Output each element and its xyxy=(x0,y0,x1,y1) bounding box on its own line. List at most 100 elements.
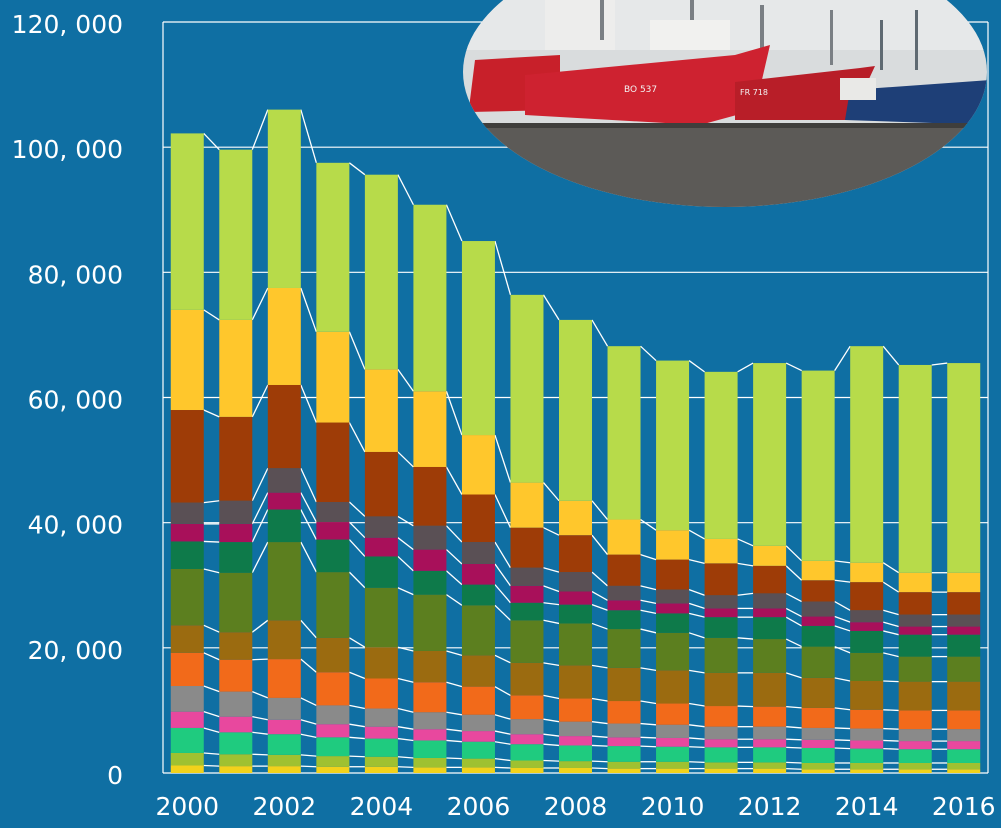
bar-segment xyxy=(801,677,835,708)
series-connector-line xyxy=(737,538,754,547)
bar-segment xyxy=(219,523,253,543)
series-connector-line xyxy=(543,718,560,723)
bar-segment xyxy=(413,570,447,595)
bar-segment xyxy=(461,731,495,742)
series-connector-line xyxy=(494,563,512,587)
series-connector-line xyxy=(251,509,269,543)
series-connector-line xyxy=(494,434,512,483)
bar-segment xyxy=(801,727,835,740)
series-connector-line xyxy=(300,287,317,333)
bar-segment xyxy=(656,530,690,560)
bar-segment xyxy=(898,572,932,593)
bar-segment xyxy=(316,539,350,573)
bar-segment xyxy=(607,761,641,769)
series-connector-line xyxy=(397,537,414,551)
bar-segment xyxy=(267,468,301,493)
series-connector-line xyxy=(834,600,851,611)
series-connector-line xyxy=(494,654,511,664)
bar-segment xyxy=(461,741,495,759)
bar-segment xyxy=(316,422,350,503)
bar-segment xyxy=(607,737,641,747)
bar-segment xyxy=(316,724,350,738)
bar-segment xyxy=(656,703,690,725)
series-connector-line xyxy=(397,451,414,468)
series-connector-line xyxy=(786,706,802,709)
bar-segment xyxy=(559,698,592,722)
bar-segment xyxy=(704,706,738,727)
x-tick-label: 2016 xyxy=(932,792,996,821)
x-tick-label: 2004 xyxy=(350,792,414,821)
bar-segment xyxy=(413,767,447,773)
bar-segment xyxy=(850,681,884,710)
series-connector-line xyxy=(252,716,268,721)
bar-segment xyxy=(267,697,301,720)
bar-segment xyxy=(898,634,932,657)
series-connector-line xyxy=(689,761,705,764)
bar-segment xyxy=(267,492,301,510)
bar-segment xyxy=(947,681,981,711)
bar-segment xyxy=(170,523,204,542)
bar-segment xyxy=(219,691,253,717)
bar-segment xyxy=(316,737,350,757)
bar-segment xyxy=(704,371,738,539)
series-connector-line xyxy=(203,652,220,661)
series-connector-line xyxy=(397,555,414,572)
series-connector-line xyxy=(591,622,608,630)
bar-segment xyxy=(364,678,398,709)
bar-segment xyxy=(947,656,981,682)
series-connector-line xyxy=(397,174,414,206)
series-connector-line xyxy=(688,602,705,610)
bar-segment xyxy=(267,734,301,755)
series-connector-line xyxy=(786,746,802,749)
bar-segment xyxy=(461,686,495,715)
bar-segment xyxy=(219,542,253,573)
series-connector-line xyxy=(203,309,220,321)
x-tick-label: 2010 xyxy=(641,792,705,821)
series-connector-line xyxy=(252,658,268,661)
bar-segment xyxy=(850,769,884,773)
series-connector-line xyxy=(300,541,317,573)
bar-segment xyxy=(364,766,398,773)
series-connector-line xyxy=(203,540,220,543)
series-connector-line xyxy=(445,204,463,242)
series-connector-line xyxy=(640,519,657,531)
bar-segment xyxy=(170,752,204,766)
bar-segment xyxy=(461,494,495,543)
series-connector-line xyxy=(445,525,463,543)
bar-segment xyxy=(364,369,398,452)
bar-segment xyxy=(413,594,447,651)
bar-segment xyxy=(267,109,301,288)
bar-segment xyxy=(947,749,981,763)
bar-segment xyxy=(364,451,398,517)
series-connector-line xyxy=(397,707,414,713)
bar-segment xyxy=(801,601,835,617)
series-connector-line xyxy=(203,752,220,755)
bar-segment xyxy=(316,162,350,332)
bar-segment xyxy=(267,542,301,621)
series-connector-line xyxy=(591,500,609,520)
bar-segment xyxy=(607,554,641,586)
bar-segment xyxy=(704,739,738,748)
series-connector-line xyxy=(737,705,754,708)
series-connector-line xyxy=(300,467,317,503)
series-connector-line xyxy=(688,632,705,639)
bar-segment xyxy=(267,754,301,767)
series-connector-line xyxy=(834,579,851,583)
series-connector-line xyxy=(737,637,754,640)
bar-segment xyxy=(170,765,204,773)
bar-segment xyxy=(947,572,981,593)
bar-segment xyxy=(898,769,932,773)
series-connector-line xyxy=(494,584,511,604)
series-connector-line xyxy=(883,739,899,742)
bar-segment xyxy=(898,729,932,742)
bar-segment xyxy=(413,757,447,768)
bar-segment xyxy=(656,360,690,531)
series-connector-line xyxy=(494,604,511,621)
bar-segment xyxy=(413,204,447,392)
bar-segment xyxy=(170,309,204,411)
bar-segment xyxy=(170,652,204,687)
series-connector-line xyxy=(737,562,754,567)
bar-segment xyxy=(753,768,787,773)
bar-segment xyxy=(510,602,544,621)
series-connector-line xyxy=(348,539,366,557)
